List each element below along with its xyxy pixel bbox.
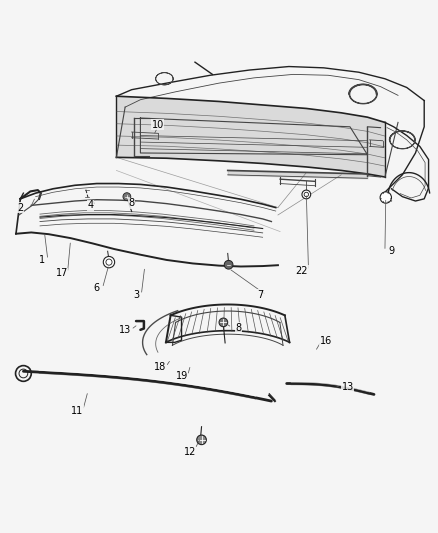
Text: 13: 13 (119, 325, 131, 335)
Text: 10: 10 (152, 119, 164, 130)
Text: 2: 2 (17, 203, 24, 213)
Text: 11: 11 (71, 406, 83, 416)
Text: 4: 4 (87, 200, 93, 211)
Text: 8: 8 (129, 198, 135, 208)
Text: 12: 12 (184, 447, 197, 457)
Circle shape (123, 193, 131, 200)
Text: 22: 22 (296, 266, 308, 276)
Text: 19: 19 (176, 370, 188, 381)
Text: 7: 7 (258, 290, 264, 300)
Text: 17: 17 (56, 268, 68, 278)
Circle shape (302, 190, 311, 199)
Circle shape (197, 435, 206, 445)
Circle shape (219, 318, 228, 327)
Circle shape (103, 256, 115, 268)
Text: 6: 6 (94, 284, 100, 293)
Text: 18: 18 (154, 362, 166, 372)
Circle shape (224, 261, 233, 269)
Polygon shape (117, 96, 385, 177)
Text: 8: 8 (236, 322, 242, 333)
Text: 1: 1 (39, 255, 45, 265)
Text: 13: 13 (342, 382, 354, 392)
Text: 9: 9 (389, 246, 395, 256)
Text: 3: 3 (133, 290, 139, 300)
Text: 16: 16 (320, 336, 332, 346)
Circle shape (380, 192, 392, 203)
